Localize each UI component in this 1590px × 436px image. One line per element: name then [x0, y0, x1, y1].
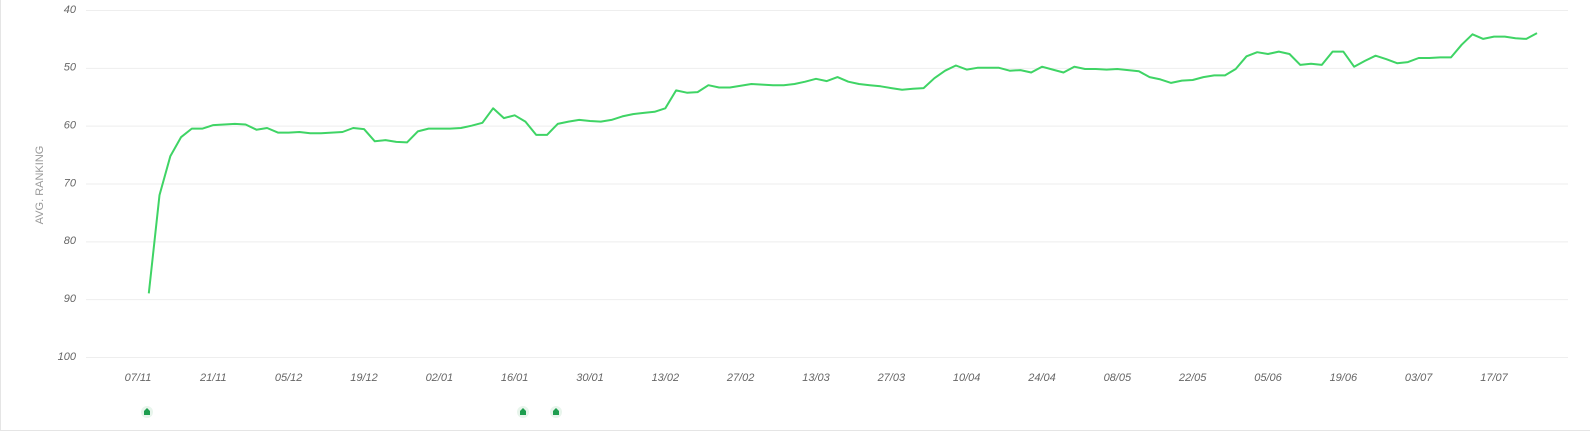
x-tick-label: 16/01 [501, 372, 529, 384]
y-axis-label: AVG. RANKING [34, 146, 46, 225]
x-tick-label: 19/12 [350, 372, 378, 384]
x-tick-label: 27/03 [877, 372, 906, 384]
x-tick-label: 22/05 [1178, 372, 1207, 384]
x-tick-label: 13/03 [802, 372, 830, 384]
y-tick-label: 50 [64, 62, 77, 74]
x-tick-label: 13/02 [652, 372, 680, 384]
x-tick-label: 27/02 [726, 372, 755, 384]
x-tick-label: 24/04 [1027, 372, 1056, 384]
data-line [147, 32, 1538, 294]
x-tick-label: 21/11 [199, 372, 227, 384]
event-marker[interactable] [517, 406, 529, 418]
x-tick-label: 19/06 [1330, 372, 1358, 384]
x-tick-label: 05/12 [275, 372, 303, 384]
x-tick-label: 08/05 [1104, 372, 1132, 384]
event-markers [141, 406, 562, 418]
y-tick-label: 60 [64, 120, 77, 132]
y-tick-label: 70 [64, 177, 77, 189]
y-tick-label: 90 [64, 293, 77, 305]
x-tick-label: 02/01 [426, 372, 454, 384]
x-tick-label: 30/01 [576, 372, 604, 384]
x-tick-label: 07/11 [125, 372, 152, 384]
y-tick-label: 80 [64, 235, 77, 247]
x-tick-label: 03/07 [1405, 372, 1433, 384]
x-tick-label: 05/06 [1254, 372, 1282, 384]
y-tick-label: 100 [58, 351, 77, 363]
x-tick-label: 17/07 [1480, 372, 1508, 384]
x-tick-label: 10/04 [953, 372, 981, 384]
event-marker[interactable] [550, 406, 562, 418]
y-tick-label: 40 [64, 4, 77, 16]
event-marker[interactable] [141, 406, 153, 418]
